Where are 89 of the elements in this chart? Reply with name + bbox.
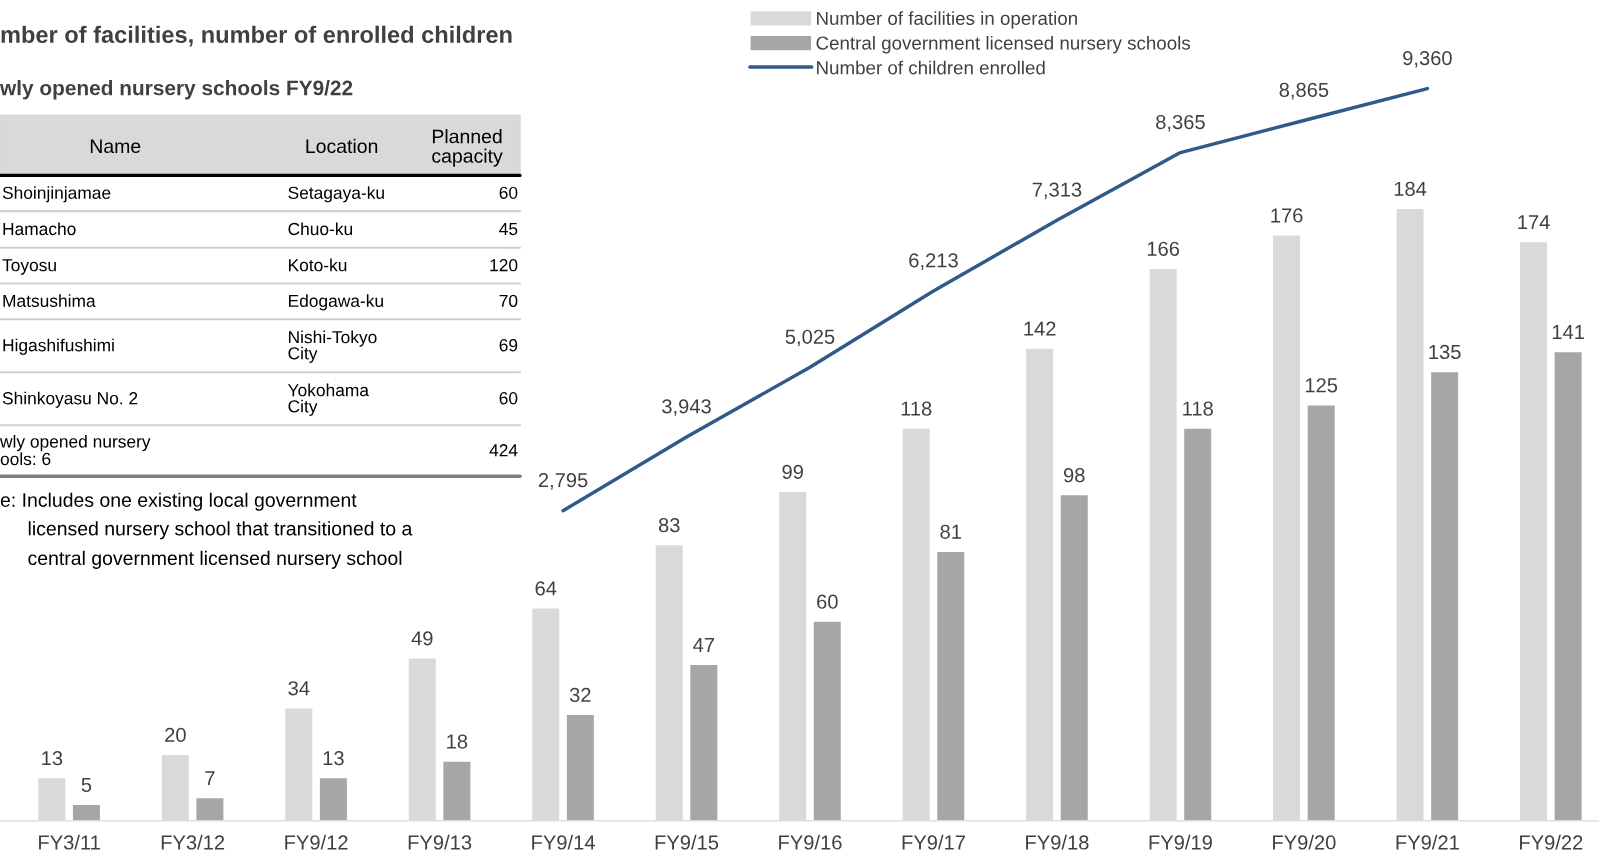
data-label: 5: [81, 777, 92, 792]
x-tick-label: FY3/12: [161, 834, 225, 850]
bar: [441, 760, 472, 821]
bar: [1059, 493, 1090, 821]
data-label: 49: [411, 631, 433, 646]
bar: [812, 620, 843, 821]
annotation: Edogawa-ku: [289, 294, 383, 311]
data-label: 83: [658, 517, 680, 533]
annotation: Toyosu: [2, 259, 56, 275]
data-label: 184: [1394, 181, 1427, 196]
annotation: e: Includes one existing local government licensed nursery school that transitioned to a central government licensed nursery school: [0, 492, 413, 569]
text: Setagaya-ku: [288, 186, 384, 203]
data-label: 9,360: [1403, 50, 1452, 68]
text: Shoinjinjamae: [2, 186, 111, 203]
bar: [195, 796, 225, 821]
data-label: 118: [1183, 401, 1213, 416]
data-label: 166: [1147, 241, 1180, 256]
annotation: Matsushima: [3, 294, 96, 308]
data-label: 135: [1429, 344, 1461, 360]
bar: [565, 713, 596, 821]
data-label: 81: [940, 524, 961, 539]
annotation: Chuo-ku: [288, 222, 353, 236]
data-label: 13: [323, 751, 344, 766]
data-label: 176: [1271, 208, 1303, 223]
x-tick-label: FY9/13: [408, 834, 472, 850]
annotation: 45: [499, 223, 518, 236]
text: Name: [90, 139, 141, 154]
bar: [1182, 427, 1213, 821]
x-tick-label: FY9/17: [902, 834, 965, 850]
text: Location: [306, 138, 378, 154]
data-label: 118: [901, 401, 932, 416]
annotation: 70: [499, 294, 518, 308]
legend-label: Number of children enrolled: [817, 60, 1045, 75]
data-label: 18: [447, 734, 468, 749]
bar: [71, 803, 102, 821]
x-tick-label: FY9/20: [1273, 834, 1336, 850]
data-label: 8,865: [1279, 82, 1329, 100]
data-label: 7,313: [1032, 182, 1082, 200]
data-label: 174: [1518, 215, 1550, 230]
x-tick-label: FY9/19: [1149, 834, 1212, 850]
data-label: 5,025: [785, 329, 835, 347]
annotation: Yokohama City: [287, 383, 369, 416]
data-label: 125: [1305, 378, 1338, 393]
text: 60: [499, 186, 518, 199]
data-label: 60: [817, 594, 838, 609]
data-label: 20: [165, 727, 186, 743]
data-label: 141: [1552, 325, 1584, 339]
annotation: 60: [499, 392, 518, 405]
annotation: wly opened nursery ools: 6: [0, 434, 151, 466]
x-tick-label: FY9/21: [1396, 834, 1459, 850]
bar: [688, 663, 719, 821]
x-tick-label: FY9/22: [1520, 834, 1583, 850]
annotation: Higashifushimi: [3, 338, 114, 355]
annotation: 120: [490, 259, 518, 272]
data-label: 2,795: [538, 473, 588, 490]
data-label: 32: [569, 687, 591, 703]
x-tick-label: FY9/16: [779, 834, 842, 850]
annotation: Shinkoyasu No. 2: [2, 391, 138, 408]
x-tick-label: FY3/11: [39, 834, 100, 850]
data-label: 99: [782, 464, 803, 479]
data-label: 64: [535, 581, 557, 596]
data-label: 3,943: [662, 399, 711, 416]
data-label: 8,365: [1156, 114, 1205, 132]
legend-label: Central government licensed nursery schools: [816, 35, 1191, 54]
annotation: 69: [499, 339, 518, 352]
annotation: Koto-ku: [289, 258, 347, 272]
data-label: 7: [205, 771, 215, 786]
chart-subtitle: wly opened nursery schools FY9/22: [0, 80, 353, 100]
data-label: 13: [42, 751, 63, 766]
annotation: 424: [489, 444, 518, 457]
bar: [318, 776, 349, 821]
bar: [1553, 350, 1584, 821]
annotation: Hamacho: [3, 222, 76, 236]
data-label: 6,213: [909, 253, 958, 270]
chart-title: mber of facilities, number of enrolled children: [1, 25, 512, 47]
x-tick-label: FY9/14: [532, 834, 595, 850]
data-label: 142: [1024, 321, 1056, 336]
data-label: 34: [288, 681, 310, 696]
bar: [1429, 370, 1460, 821]
x-tick-label: FY9/12: [285, 834, 348, 850]
text: Planned capacity: [432, 129, 503, 167]
x-tick-label: FY9/18: [1026, 834, 1089, 850]
x-tick-label: FY9/15: [655, 834, 719, 850]
data-label: 47: [693, 638, 714, 652]
legend-label: Number of facilities in operation: [817, 11, 1077, 29]
bar: [935, 550, 966, 821]
bar: [1306, 404, 1337, 821]
data-label: 98: [1063, 468, 1085, 483]
annotation: Nishi-Tokyo City: [288, 330, 377, 363]
